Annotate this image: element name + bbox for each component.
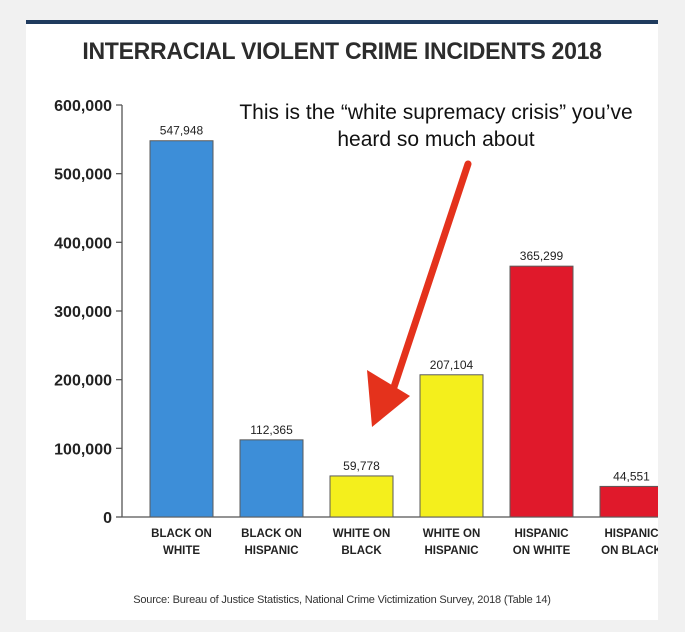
data-label: 59,778 <box>343 459 380 473</box>
y-tick-label: 200,000 <box>54 373 112 390</box>
data-label: 207,104 <box>430 358 474 372</box>
bar-chart: 0 100,000 200,000 300,000 400,000 500,000 600,… <box>54 98 658 557</box>
y-tick-label: 400,000 <box>54 235 112 252</box>
x-tick-label: ON WHITE <box>513 545 571 557</box>
bar <box>149 140 214 518</box>
bar <box>239 439 304 518</box>
y-tick-label: 600,000 <box>54 98 112 115</box>
x-tick-label: ON BLACK <box>601 545 658 557</box>
x-tick-label: HISPANIC <box>244 545 298 557</box>
x-tick-label: BLACK <box>341 545 382 557</box>
bar <box>599 485 658 518</box>
x-tick-label: BLACK ON <box>241 528 302 540</box>
source-note: Source: Bureau of Justice Statistics, Na… <box>133 594 551 606</box>
x-tick-label: WHITE <box>163 545 200 557</box>
data-label: 365,299 <box>520 249 564 263</box>
annotation-text: This is the “white supremacy crisis” you… <box>239 101 633 151</box>
x-tick-label: HISPANIC <box>424 545 478 557</box>
annotation-arrow <box>390 160 472 391</box>
y-tick-label: 500,000 <box>54 167 112 184</box>
data-label: 547,948 <box>160 124 204 138</box>
bar <box>509 265 574 518</box>
x-tick-label: WHITE ON <box>333 528 391 540</box>
data-label: 112,365 <box>250 423 293 437</box>
top-accent-bar <box>26 20 658 24</box>
annotation-arrowhead <box>367 370 410 427</box>
x-tick-label: WHITE ON <box>423 528 481 540</box>
bar <box>329 475 394 518</box>
x-tick-label: HISPANIC <box>604 528 658 540</box>
y-tick-label: 300,000 <box>54 304 112 321</box>
bar <box>419 374 484 518</box>
y-tick-label: 100,000 <box>54 441 112 458</box>
y-tick-label: 0 <box>103 510 112 527</box>
chart-card: INTERRACIAL VIOLENT CRIME INCIDENTS 2018… <box>26 20 658 620</box>
data-label: 44,551 <box>613 469 650 483</box>
x-tick-label: HISPANIC <box>514 528 568 540</box>
chart-title: INTERRACIAL VIOLENT CRIME INCIDENTS 2018 <box>82 38 602 65</box>
x-tick-label: BLACK ON <box>151 528 212 540</box>
